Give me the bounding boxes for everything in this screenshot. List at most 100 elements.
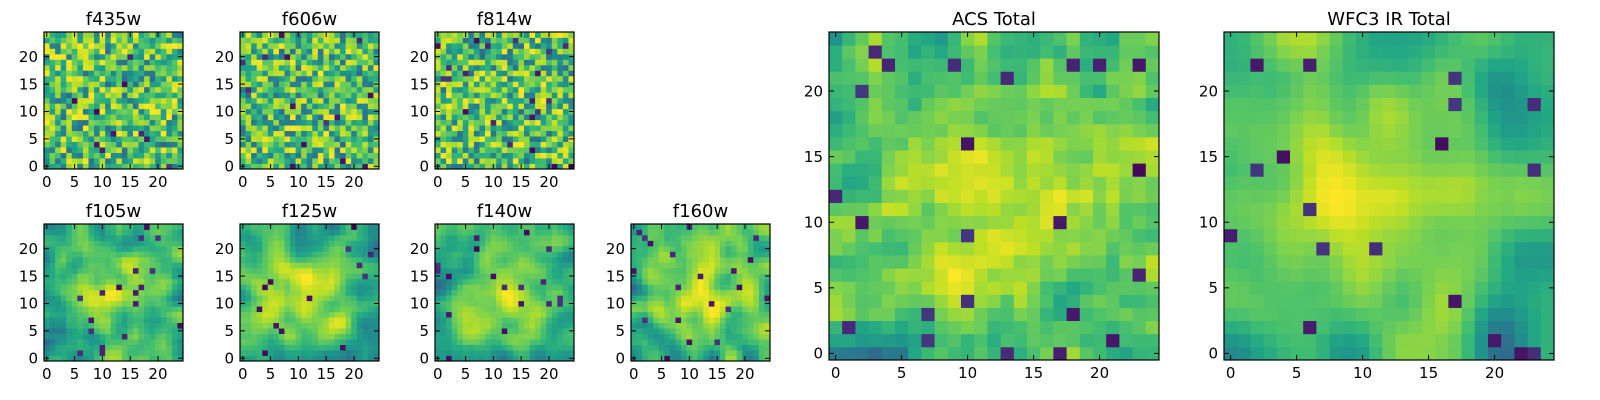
heatmap-cell — [842, 241, 856, 256]
heatmap-cell — [1013, 215, 1028, 230]
heatmap-cell — [446, 344, 453, 351]
heatmap-cell — [367, 130, 374, 137]
heatmap-cell — [251, 284, 258, 291]
heatmap-cell — [373, 86, 380, 93]
heatmap-cell — [367, 273, 374, 280]
heatmap-cell — [323, 158, 330, 164]
heatmap-cell — [60, 289, 67, 296]
heatmap-cell — [546, 141, 553, 148]
heatmap-cell — [479, 125, 486, 132]
heatmap-cell — [82, 262, 89, 269]
heatmap-cell — [987, 294, 1001, 308]
heatmap-cell — [334, 328, 341, 334]
heatmap-cell — [110, 289, 117, 296]
heatmap-cell — [284, 311, 291, 318]
heatmap-cell — [328, 152, 335, 159]
heatmap-cell — [557, 344, 564, 351]
heatmap-cell — [273, 32, 280, 38]
heatmap-cell — [367, 322, 374, 329]
heatmap-cell — [468, 136, 475, 142]
heatmap-cell — [256, 152, 263, 159]
heatmap-cell — [94, 295, 100, 302]
heatmap-cell — [507, 103, 514, 110]
heatmap-cell — [485, 147, 491, 153]
heatmap-cell — [747, 245, 754, 252]
heatmap-cell — [529, 289, 536, 296]
heatmap-cell — [127, 130, 134, 137]
heatmap-cell — [518, 64, 525, 71]
heatmap-cell — [116, 147, 123, 153]
heatmap-cell — [44, 229, 50, 236]
heatmap-cell — [669, 295, 676, 302]
heatmap-cell — [446, 114, 453, 121]
heatmap-cell — [71, 295, 78, 302]
heatmap-cell — [446, 278, 453, 285]
heatmap-cell — [451, 147, 458, 153]
heatmap-cell — [251, 306, 258, 313]
heatmap-cell — [144, 125, 151, 132]
heatmap-cell — [681, 256, 687, 263]
heatmap-cell — [512, 81, 519, 88]
heatmap-cell — [160, 70, 167, 77]
heatmap-cell — [345, 234, 352, 241]
heatmap-cell — [1106, 294, 1120, 308]
heatmap-cell — [1000, 189, 1015, 203]
heatmap-cell — [149, 350, 156, 356]
heatmap-cell — [301, 152, 308, 159]
heatmap-cell — [273, 355, 280, 362]
heatmap-cell — [636, 256, 643, 263]
heatmap-cell — [55, 136, 62, 142]
heatmap-cell — [94, 125, 100, 132]
heatmap-cell — [512, 158, 519, 164]
heatmap-cell — [1119, 294, 1133, 308]
heatmap-cell — [529, 64, 536, 71]
heatmap-cell — [507, 344, 514, 351]
heatmap-cell — [507, 229, 514, 236]
heatmap-cell — [658, 306, 665, 313]
heatmap-cell — [568, 278, 575, 285]
y-tick-label: 5 — [28, 130, 38, 148]
heatmap-cell — [462, 328, 469, 334]
heatmap-cell — [642, 295, 649, 302]
heatmap-cell — [714, 322, 721, 329]
heatmap-cell — [708, 284, 715, 291]
heatmap-cell — [546, 256, 553, 263]
heatmap-cell — [664, 245, 671, 252]
heatmap-cell — [523, 163, 530, 170]
heatmap-cell — [546, 262, 553, 269]
heatmap-cell — [1079, 176, 1094, 190]
heatmap-cell — [747, 256, 754, 263]
heatmap-cell — [177, 125, 184, 132]
heatmap-cell — [273, 344, 280, 351]
heatmap-cell — [675, 234, 682, 241]
heatmap-cell — [947, 294, 962, 308]
heatmap-cell — [642, 322, 649, 329]
heatmap-cell — [144, 136, 151, 142]
heatmap-cell — [240, 130, 246, 137]
heatmap-cell — [753, 240, 760, 247]
heatmap-cell — [1000, 163, 1015, 177]
heatmap-cell — [479, 70, 486, 77]
x-tick-label: 15 — [708, 365, 727, 383]
heatmap-cell — [60, 350, 67, 356]
heatmap-cell — [149, 92, 156, 99]
heatmap-cell — [1000, 307, 1015, 322]
heatmap-cell — [535, 152, 542, 159]
heatmap-cell — [171, 163, 178, 170]
heatmap-cell — [829, 202, 843, 217]
heatmap-cell — [301, 53, 308, 60]
heatmap-cell — [278, 147, 285, 153]
heatmap-cell — [692, 229, 699, 236]
heatmap-cell — [501, 37, 508, 44]
heatmap-cell — [457, 70, 464, 77]
heatmap-cell — [312, 306, 319, 313]
heatmap-cell — [82, 306, 89, 313]
heatmap-cell — [356, 224, 363, 230]
heatmap-cell — [934, 202, 949, 217]
heatmap-cell — [546, 81, 553, 88]
heatmap-cell — [284, 81, 291, 88]
heatmap-cell — [736, 245, 743, 252]
heatmap-cell — [692, 311, 699, 318]
heatmap-cell — [144, 306, 151, 313]
heatmap-cell — [132, 289, 139, 296]
